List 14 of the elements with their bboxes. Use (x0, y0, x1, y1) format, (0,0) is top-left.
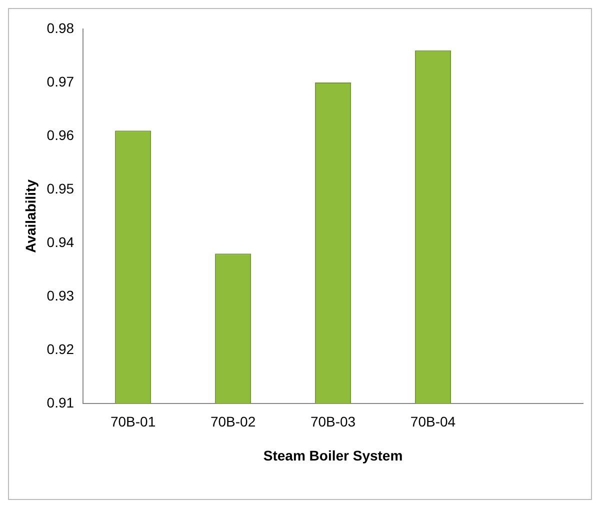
y-tick-label: 0.97 (46, 73, 74, 90)
y-tick-label: 0.98 (46, 20, 74, 36)
y-tick-label: 0.92 (46, 340, 74, 357)
x-axis-title: Steam Boiler System (263, 447, 403, 464)
x-tick-label: 70B-02 (210, 414, 256, 430)
y-tick-label: 0.95 (46, 180, 74, 196)
y-tick-label: 0.93 (46, 287, 74, 304)
y-axis-title: Availability (22, 179, 38, 253)
x-tick-label: 70B-04 (410, 414, 456, 430)
x-tick-label: 70B-01 (110, 414, 156, 430)
y-tick-label: 0.91 (46, 394, 74, 410)
y-tick-label: 0.96 (46, 126, 74, 143)
y-tick-label: 0.94 (46, 234, 74, 250)
x-tick-label: 70B-03 (310, 414, 356, 430)
